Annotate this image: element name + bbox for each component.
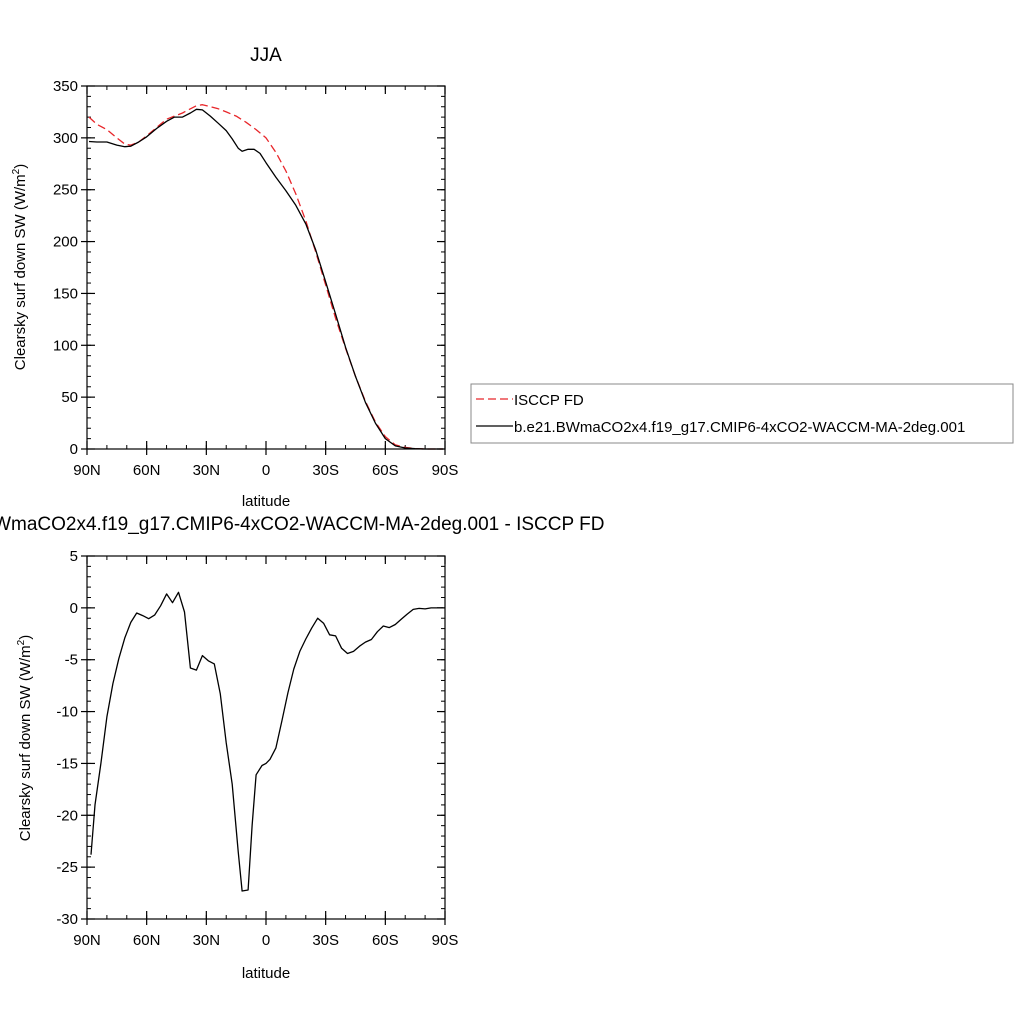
y-tick-label: 200 — [53, 234, 78, 251]
top-chart-title: JJA — [250, 45, 282, 66]
y-tick-label: -10 — [56, 704, 78, 721]
x-tick-label: 90N — [73, 932, 101, 949]
top-y-axis-label: Clearsky surf down SW (W/m2) — [11, 164, 29, 370]
top-plot-frame — [86, 85, 446, 450]
bottom-plot-frame — [86, 555, 446, 920]
y-tick-label: 5 — [70, 548, 78, 565]
top-panel: JJA 0 50 100 150 200 250 300 350 90N 60N 30N 0 30S 6… — [11, 45, 458, 510]
y-tick-label: -15 — [56, 755, 78, 772]
y-tick-label: 150 — [53, 285, 78, 302]
bottom-x-ticks: 90N 60N 30N 0 30S 60S 90S — [73, 556, 458, 949]
model-series-line — [88, 108, 443, 450]
x-tick-label: 0 — [262, 932, 270, 949]
legend-label-isccp: ISCCP FD — [514, 392, 584, 409]
y-tick-label: 100 — [53, 337, 78, 354]
x-tick-label: 60N — [133, 932, 161, 949]
y-tick-label: 0 — [70, 600, 78, 617]
x-tick-label: 30N — [193, 932, 221, 949]
model-series-line — [90, 591, 443, 892]
top-y-ticks: 0 50 100 150 200 250 300 350 — [53, 78, 445, 458]
x-tick-label: 90N — [73, 462, 101, 479]
bottom-series-layer — [90, 591, 443, 892]
bottom-y-ticks: 5 0 -5 -10 -15 -20 -25 -30 — [56, 548, 445, 928]
bottom-y-axis-label: Clearsky surf down SW (W/m2) — [16, 635, 34, 841]
x-tick-label: 30S — [312, 932, 339, 949]
x-tick-label: 60N — [133, 462, 161, 479]
x-tick-label: 90S — [432, 932, 459, 949]
legend-label-model: b.e21.BWmaCO2x4.f19_g17.CMIP6-4xCO2-WACC… — [514, 419, 965, 436]
legend: ISCCP FD b.e21.BWmaCO2x4.f19_g17.CMIP6-4… — [470, 383, 1014, 444]
top-series-layer — [88, 104, 443, 450]
y-tick-label: 350 — [53, 78, 78, 95]
bottom-chart-title: b.e21.BWmaCO2x4.f19_g17.CMIP6-4xCO2-WACC… — [0, 514, 604, 535]
y-tick-label: 250 — [53, 182, 78, 199]
y-tick-label: 300 — [53, 130, 78, 147]
top-x-axis-label: latitude — [242, 493, 290, 510]
y-tick-label: 50 — [61, 389, 78, 406]
y-tick-label: -30 — [56, 911, 78, 928]
x-tick-label: 30N — [193, 462, 221, 479]
x-tick-label: 60S — [372, 462, 399, 479]
y-tick-label: -20 — [56, 807, 78, 824]
isccp-fd-series-line — [88, 104, 443, 450]
y-tick-label: -25 — [56, 859, 78, 876]
x-tick-label: 0 — [262, 462, 270, 479]
x-tick-label: 60S — [372, 932, 399, 949]
y-tick-label: -5 — [65, 652, 78, 669]
bottom-panel: b.e21.BWmaCO2x4.f19_g17.CMIP6-4xCO2-WACC… — [0, 514, 604, 982]
legend-box — [470, 383, 1014, 444]
x-tick-label: 90S — [432, 462, 459, 479]
y-tick-label: 0 — [70, 441, 78, 458]
x-tick-label: 30S — [312, 462, 339, 479]
bottom-x-axis-label: latitude — [242, 965, 290, 982]
